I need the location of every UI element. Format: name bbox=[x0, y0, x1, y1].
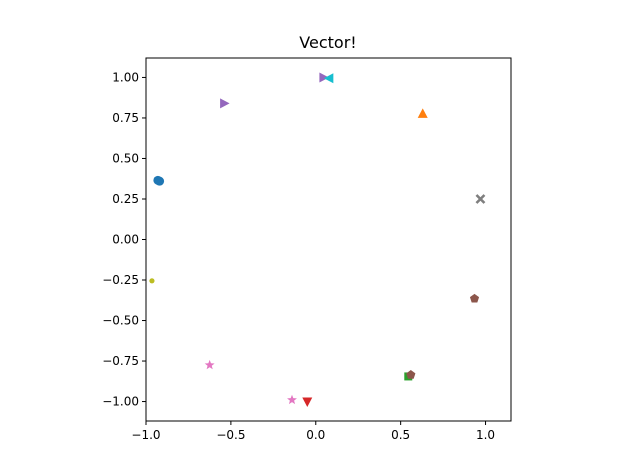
data-point-x bbox=[475, 194, 486, 204]
data-point-pentagon bbox=[469, 293, 480, 303]
plot-area-frame bbox=[145, 57, 512, 422]
x-tick-label: 0.0 bbox=[306, 428, 325, 442]
y-tick-label: −0.25 bbox=[102, 273, 139, 287]
x-marker-stroke bbox=[475, 194, 486, 204]
data-point-pentagon bbox=[406, 370, 416, 379]
x-tick-label: −0.5 bbox=[216, 428, 245, 442]
y-axis-ticks: −1.00 −0.75 −0.50 −0.25 0.00 0.25 0.50 0.75 1.00 bbox=[102, 70, 146, 409]
chart-title: Vector! bbox=[299, 33, 356, 52]
data-points bbox=[149, 72, 486, 408]
x-tick-label: 1.0 bbox=[476, 428, 495, 442]
data-point-circle bbox=[155, 176, 165, 186]
data-point-triangle-down bbox=[302, 397, 313, 408]
data-point-triangle-up bbox=[417, 108, 428, 118]
data-point-dot bbox=[149, 278, 155, 284]
y-tick-label: 0.25 bbox=[112, 192, 139, 206]
data-point-star bbox=[287, 394, 297, 405]
y-tick-label: 0.75 bbox=[112, 111, 139, 125]
x-tick-label: 0.5 bbox=[391, 428, 410, 442]
data-point-triangle-left bbox=[323, 73, 334, 84]
x-tick-label: −1.0 bbox=[131, 428, 160, 442]
y-tick-label: 0.50 bbox=[112, 151, 139, 165]
data-point-triangle-right bbox=[319, 72, 329, 83]
data-point-triangle-right bbox=[220, 98, 230, 109]
data-point-star bbox=[204, 359, 215, 370]
y-tick-label: −0.75 bbox=[102, 354, 139, 368]
y-tick-label: 0.00 bbox=[112, 233, 139, 247]
y-tick-label: −1.00 bbox=[102, 395, 139, 409]
y-tick-label: 1.00 bbox=[112, 70, 139, 84]
y-tick-label: −0.50 bbox=[102, 314, 139, 328]
x-axis-ticks: −1.0 −0.5 0.0 0.5 1.0 bbox=[131, 421, 495, 442]
